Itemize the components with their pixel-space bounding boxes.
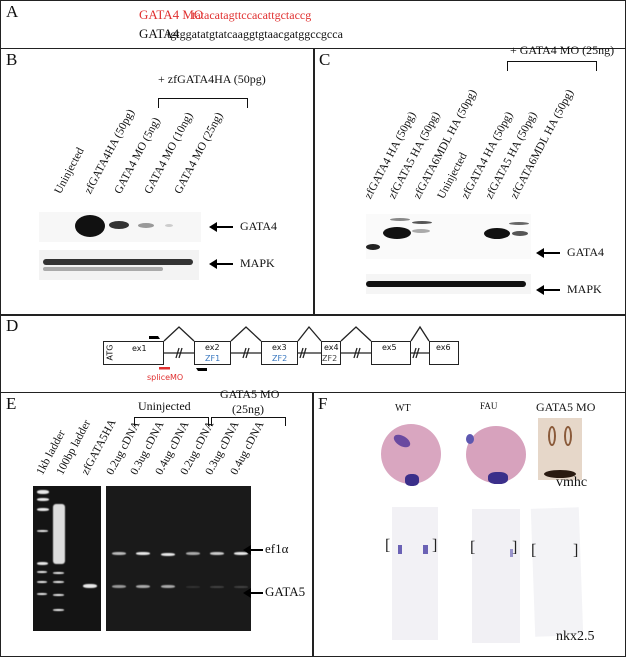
panel-e: E Uninjected GATA5 MO (25ng) 1kb ladder … — [0, 387, 314, 657]
reverse-primer-icon — [196, 368, 207, 371]
panel-label-a: A — [6, 2, 19, 21]
panel-d: D ATG ex1 ex2 ZF1 ex3 ZF2 ex4 ZF2 ex5 ex… — [0, 314, 626, 393]
exon-5: ex5 — [371, 341, 411, 365]
zinc-finger-label: ZF1 — [205, 354, 221, 363]
column-label: GATA5 MO — [536, 400, 596, 414]
mo-sequence: tatacatagttccacattgctaccg — [192, 8, 312, 22]
bracket-icon: [ — [470, 539, 476, 556]
bracket-label: + zfGATA4HA (50pg) — [158, 72, 266, 86]
zinc-finger-label: ZF2 — [272, 354, 288, 363]
arrow-icon — [536, 285, 560, 295]
panel-label-f: F — [318, 394, 328, 413]
gene-label: GATA4 — [139, 26, 180, 41]
gel-left — [33, 486, 101, 631]
panel-b: B + zfGATA4HA (50pg) Uninjected zfGATA4H… — [0, 48, 315, 316]
western-blot-gata4 — [39, 212, 201, 242]
bracket-icon: ] — [512, 539, 518, 556]
band-label: GATA4 — [240, 219, 278, 233]
arrow-icon — [536, 248, 560, 258]
arrow-icon — [243, 545, 263, 555]
gel-right — [106, 486, 251, 631]
bracket — [158, 98, 248, 108]
arrow-icon — [209, 222, 233, 232]
splice-mo-mark — [159, 367, 170, 370]
exon-3: ex3 ZF2 — [261, 341, 298, 365]
bracket-icon: [ — [385, 537, 391, 554]
forward-primer-icon — [149, 336, 160, 339]
group-label: Uninjected — [138, 399, 191, 413]
bracket-icon: ] — [432, 537, 438, 554]
gata5-mo-embryo-image — [538, 418, 582, 480]
exon-label: ex3 — [272, 343, 287, 352]
zinc-finger-label: ZF2 — [322, 354, 338, 363]
gene-sequence: tgtggatatgtatcaaggtgtaacgatggccgcca — [167, 27, 343, 41]
bracket-label: + GATA4 MO (25ng) — [510, 43, 615, 57]
band-label: GATA5 — [265, 584, 306, 599]
band-label: ef1α — [265, 541, 289, 556]
panel-a: A GATA4 MO tatacatagttccacattgctaccg GAT… — [0, 0, 626, 49]
bracket — [507, 61, 597, 71]
gene-structure-lines — [149, 325, 430, 371]
bracket — [134, 417, 209, 426]
fau-embryo-image — [466, 426, 526, 484]
exon-label: ex4 — [324, 343, 339, 352]
band-label: MAPK — [567, 282, 602, 296]
band-label: GATA4 — [567, 245, 605, 259]
group-label: (25ng) — [232, 402, 264, 416]
band-label: MAPK — [240, 256, 275, 270]
exon-label: ex1 — [132, 344, 147, 353]
marker-label: vmhc — [556, 475, 588, 490]
panel-label-e: E — [6, 394, 17, 413]
exon-label: ex5 — [382, 343, 397, 352]
exon-label: ex6 — [436, 343, 451, 352]
western-blot-mapk — [39, 250, 199, 280]
exon-6: ex6 — [429, 341, 459, 365]
panel-c: C + GATA4 MO (25ng) zfGATA4 HA (50pg) zf… — [313, 43, 626, 316]
column-label: FAU — [480, 401, 498, 411]
panel-label-c: C — [319, 50, 331, 69]
marker-label: nkx2.5 — [556, 629, 595, 644]
western-blot-mapk — [366, 274, 531, 294]
exon-1: ATG ex1 — [103, 341, 164, 365]
bracket-icon: [ — [531, 542, 537, 559]
exon-label: ex2 — [205, 343, 220, 352]
panel-label-b: B — [6, 50, 18, 69]
lane-label: Uninjected — [52, 145, 87, 196]
western-blot-gata4 — [366, 214, 531, 259]
exon-2: ex2 ZF1 — [194, 341, 231, 365]
wt-nkx-image — [392, 507, 438, 640]
wt-embryo-image — [381, 424, 441, 486]
gata5-mo-nkx-image — [530, 507, 584, 637]
mo-label: GATA4 MO — [139, 7, 204, 22]
fau-nkx-image — [472, 509, 520, 643]
bracket-icon: ] — [573, 542, 579, 559]
panel-label-d: D — [6, 316, 19, 335]
panel-f: F WT FAU GATA5 MO vmhc [ ] [ ] [ ] nkx2.… — [312, 392, 626, 657]
bracket — [211, 417, 286, 426]
splice-mo-label: spliceMO — [147, 373, 184, 382]
exon-4: ex4 ZF2 — [321, 341, 341, 365]
arrow-icon — [209, 259, 233, 269]
atg-label: ATG — [105, 344, 115, 361]
arrow-icon — [243, 588, 263, 598]
group-label: GATA5 MO — [220, 387, 280, 401]
column-label: WT — [395, 403, 411, 414]
